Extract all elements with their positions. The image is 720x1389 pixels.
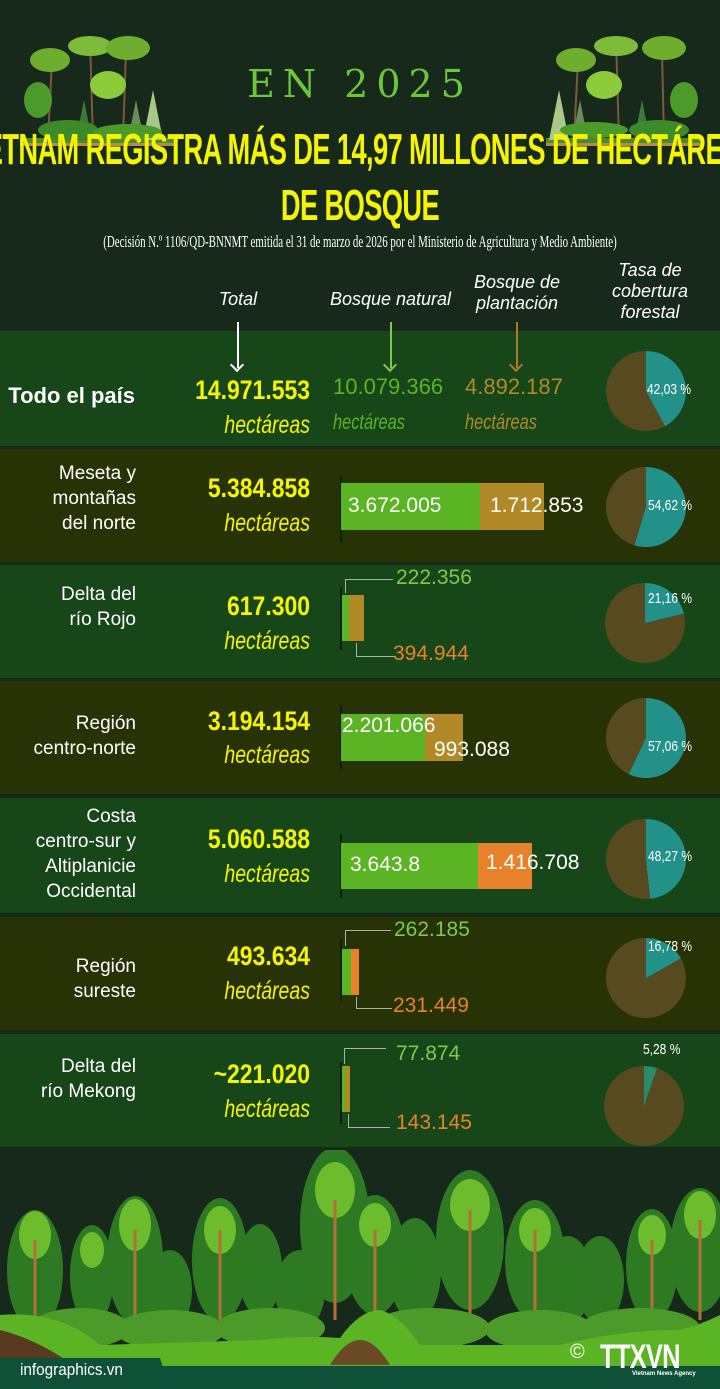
region-name: Todo el país bbox=[8, 383, 135, 408]
forest-illustration-right bbox=[546, 36, 702, 146]
row-region-red-river-delta: Delta del río Rojo 617.300 hectáreas 222… bbox=[0, 565, 720, 678]
leader-line-plantation bbox=[356, 643, 394, 657]
plantation-bar-segment bbox=[351, 949, 359, 995]
total-value: ~221.020 bbox=[213, 1059, 310, 1089]
column-header-plantation: Bosque de plantación bbox=[473, 272, 561, 313]
total-value: 5.060.588 bbox=[207, 824, 310, 854]
page-title-line2: DE BOSQUE bbox=[280, 181, 440, 230]
natural-value: 77.874 bbox=[396, 1042, 461, 1065]
natural-bar-segment bbox=[341, 714, 425, 761]
total-unit: hectáreas bbox=[224, 977, 310, 1005]
plantation-bar-segment bbox=[425, 714, 463, 761]
plantation-value: 993.088 bbox=[434, 738, 510, 761]
coverage-pie-chart bbox=[606, 698, 686, 778]
plantation-value: 394.944 bbox=[393, 642, 469, 665]
region-name: Costa centro-sur y Altiplanicie Occident… bbox=[35, 806, 136, 902]
year-heading: EN 2025 bbox=[247, 62, 473, 106]
row-region-south-central-highlands: Costa centro-sur y Altiplanicie Occident… bbox=[0, 798, 720, 913]
page-title-line1: VIETNAM REGISTRA MÁS DE 14,97 MILLONES D… bbox=[0, 125, 720, 174]
natural-bar-segment bbox=[342, 1066, 345, 1112]
natural-value: 2.201.066 bbox=[342, 714, 436, 737]
total-value: 14.971.553 bbox=[195, 375, 310, 405]
total-unit: hectáreas bbox=[224, 1095, 310, 1123]
bar-axis bbox=[340, 1062, 342, 1124]
natural-unit: hectáreas bbox=[333, 411, 405, 434]
total-unit: hectáreas bbox=[224, 627, 310, 655]
natural-bar-segment bbox=[342, 595, 349, 641]
brand-logo: TTXVN bbox=[600, 1338, 681, 1376]
row-region-mekong-delta: Delta del río Mekong ~221.020 hectáreas … bbox=[0, 1034, 720, 1147]
row-national: Todo el país 14.971.553 hectáreas 10.079… bbox=[0, 331, 720, 446]
natural-bar-segment bbox=[341, 843, 478, 889]
row-region-north-highlands: Meseta y montañas del norte 5.384.858 he… bbox=[0, 449, 720, 562]
footer-bar bbox=[0, 1366, 720, 1389]
coverage-pie-chart bbox=[605, 583, 685, 663]
plantation-unit: hectáreas bbox=[465, 411, 537, 434]
total-unit: hectáreas bbox=[224, 741, 310, 769]
bar-axis bbox=[340, 939, 342, 1001]
leader-line-natural bbox=[345, 930, 391, 946]
natural-value: 10.079.366 bbox=[333, 374, 444, 399]
coverage-pie-chart bbox=[606, 467, 686, 547]
total-unit: hectáreas bbox=[224, 509, 310, 537]
natural-value: 3.643.8 bbox=[350, 853, 421, 876]
plantation-bar-segment bbox=[349, 595, 364, 641]
leader-line-plantation bbox=[356, 997, 392, 1009]
site-link[interactable]: infographics.vn bbox=[20, 1360, 123, 1379]
plantation-value: 1.712.853 bbox=[490, 494, 584, 517]
leader-line-plantation bbox=[348, 1114, 390, 1128]
coverage-label: 57,06 % bbox=[648, 738, 693, 755]
total-value: 5.384.858 bbox=[207, 473, 310, 503]
arrow-down-icon-natural bbox=[390, 322, 392, 368]
leader-line-natural bbox=[344, 1048, 386, 1064]
region-name: Delta del río Rojo bbox=[61, 584, 136, 630]
natural-bar-segment bbox=[342, 949, 351, 995]
natural-value: 262.185 bbox=[394, 918, 470, 941]
coverage-pie-chart bbox=[606, 351, 686, 431]
total-value: 493.634 bbox=[227, 941, 310, 971]
column-header-natural: Bosque natural bbox=[329, 289, 452, 309]
plantation-value: 143.145 bbox=[396, 1111, 472, 1134]
region-name: Región sureste bbox=[73, 956, 136, 1002]
copyright-icon: © bbox=[570, 1341, 585, 1363]
header: EN 2025 VIETNAM REGISTRA MÁS DE 14,97 MI… bbox=[0, 0, 720, 330]
natural-value: 222.356 bbox=[396, 566, 472, 589]
natural-bar-segment bbox=[341, 483, 480, 530]
footer-site-tab bbox=[0, 1358, 170, 1389]
total-value: 3.194.154 bbox=[207, 706, 310, 736]
column-header-total: Total bbox=[218, 289, 258, 309]
region-name: Meseta y montañas del norte bbox=[52, 463, 136, 534]
coverage-label: 42,03 % bbox=[647, 381, 692, 398]
coverage-pie-chart bbox=[606, 819, 686, 899]
plantation-bar-segment bbox=[345, 1066, 350, 1112]
forest-illustration-left bbox=[20, 36, 176, 146]
column-header-coverage: Tasa de cobertura forestal bbox=[611, 260, 689, 322]
leader-line-natural bbox=[345, 579, 393, 593]
plantation-bar-segment bbox=[480, 483, 544, 530]
natural-value: 3.672.005 bbox=[348, 494, 442, 517]
total-unit: hectáreas bbox=[224, 411, 310, 439]
region-name: Delta del río Mekong bbox=[40, 1056, 136, 1102]
coverage-label: 5,28 % bbox=[643, 1041, 681, 1058]
plantation-value: 1.416.708 bbox=[486, 851, 580, 874]
coverage-pie-chart bbox=[606, 938, 686, 1018]
row-region-north-central: Región centro-norte 3.194.154 hectáreas … bbox=[0, 681, 720, 794]
coverage-label: 21,16 % bbox=[648, 590, 693, 607]
subtitle-source: (Decisión N.º 1106/QD-BNNMT emitida el 3… bbox=[103, 232, 617, 251]
coverage-label: 16,78 % bbox=[648, 938, 693, 955]
coverage-pie-chart bbox=[604, 1066, 684, 1146]
arrow-down-icon-total bbox=[237, 322, 239, 368]
plantation-value: 231.449 bbox=[393, 994, 469, 1017]
total-unit: hectáreas bbox=[224, 860, 310, 888]
bar-axis bbox=[340, 587, 342, 650]
coverage-label: 48,27 % bbox=[648, 848, 693, 865]
region-name: Región centro-norte bbox=[33, 713, 136, 759]
total-value: 617.300 bbox=[227, 591, 310, 621]
plantation-value: 4.892.187 bbox=[465, 374, 563, 399]
plantation-bar-segment bbox=[478, 843, 532, 889]
coverage-label: 54,62 % bbox=[648, 497, 693, 514]
arrow-down-icon-plantation bbox=[516, 322, 518, 368]
agency-name: Vietnam News Agency bbox=[632, 1371, 696, 1377]
row-region-southeast: Región sureste 493.634 hectáreas 262.185… bbox=[0, 917, 720, 1030]
